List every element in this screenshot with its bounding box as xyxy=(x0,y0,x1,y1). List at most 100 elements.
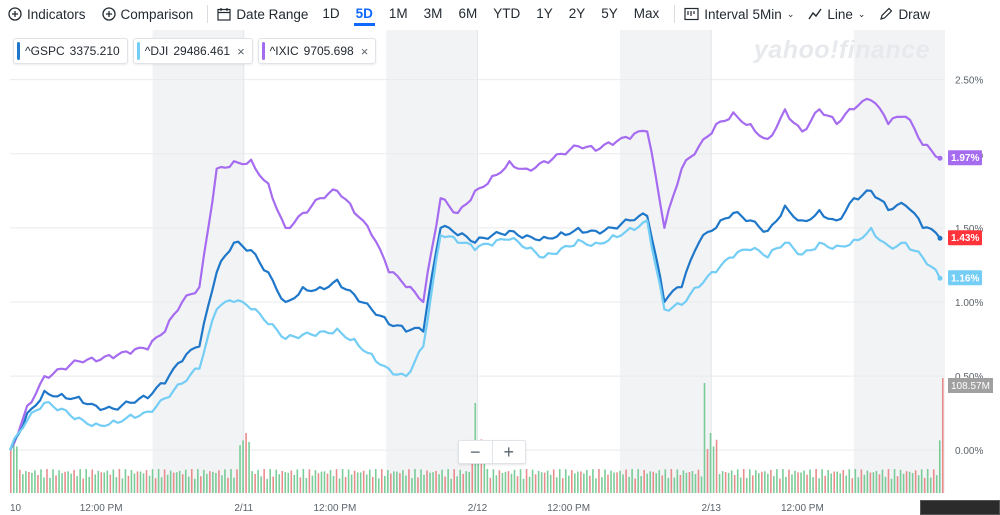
volume-bar xyxy=(863,474,866,493)
volume-bar xyxy=(16,446,18,493)
volume-bar xyxy=(667,477,670,493)
volume-bar xyxy=(513,469,516,493)
range-1y[interactable]: 1Y xyxy=(536,6,553,21)
volume-bar xyxy=(779,478,781,493)
volume-bar xyxy=(908,471,911,493)
range-1m[interactable]: 1M xyxy=(388,6,408,21)
draw-label: Draw xyxy=(898,6,930,22)
volume-bar xyxy=(314,470,317,493)
volume-bar xyxy=(751,475,754,493)
volume-bar xyxy=(365,474,368,493)
volume-bar xyxy=(91,469,94,493)
zoom-in-button[interactable]: + xyxy=(503,441,514,462)
volume-bar xyxy=(676,469,679,493)
volume-bar xyxy=(40,469,42,493)
volume-bar xyxy=(402,470,404,493)
y-tick-label: 0.00% xyxy=(955,446,983,457)
volume-bar xyxy=(610,470,612,493)
date-range-label: Date Range xyxy=(236,6,309,22)
close-icon[interactable]: × xyxy=(237,43,245,59)
volume-bar xyxy=(767,473,769,493)
after-hours-band xyxy=(386,30,478,493)
volume-bar xyxy=(82,478,84,493)
volume-bar xyxy=(625,469,627,493)
volume-bar xyxy=(338,478,341,493)
volume-bar xyxy=(203,469,205,493)
volume-bar xyxy=(332,475,335,493)
volume-bar xyxy=(353,470,356,493)
legend-chip-gspc[interactable]: ^GSPC 3375.210 xyxy=(13,38,128,64)
date-range-button[interactable]: Date Range xyxy=(217,7,308,22)
series-end-point xyxy=(937,275,943,281)
series-color-swatch xyxy=(17,42,20,60)
volume-bar xyxy=(163,469,166,493)
volume-bar xyxy=(245,433,247,493)
comparison-label: Comparison xyxy=(120,6,194,22)
zoom-out-button[interactable]: − xyxy=(469,441,481,462)
range-max[interactable]: Max xyxy=(633,6,660,21)
volume-bar xyxy=(371,476,374,493)
volume-bar xyxy=(187,476,190,493)
volume-bar xyxy=(34,470,36,493)
range-6m[interactable]: 6M xyxy=(458,6,478,21)
indicators-button[interactable]: Indicators xyxy=(8,7,86,22)
interval-button[interactable]: Interval 5Min ⌄ xyxy=(684,7,794,22)
y-tick-label: 1.00% xyxy=(955,298,983,309)
volume-bar xyxy=(549,474,552,493)
interval-label: Interval xyxy=(704,6,749,22)
volume-bar xyxy=(432,472,434,493)
stock-comparison-chart[interactable]: 2.50%2.00%1.50%1.00%0.50%0.00%1.97%1.43%… xyxy=(0,30,1000,515)
volume-bar xyxy=(284,472,287,493)
volume-bar xyxy=(212,471,214,493)
volume-bar xyxy=(257,469,259,493)
volume-bar xyxy=(598,469,600,493)
volume-bar xyxy=(438,474,440,493)
volume-bar xyxy=(37,475,39,493)
volume-bar xyxy=(390,473,392,493)
volume-bar xyxy=(22,474,24,493)
volume-bar xyxy=(613,472,615,493)
x-tick-label: 2/13 xyxy=(702,503,722,514)
close-icon[interactable]: × xyxy=(360,43,369,59)
volume-bar xyxy=(643,469,645,493)
volume-bar xyxy=(782,469,784,493)
volume-bar xyxy=(356,472,359,493)
volume-bar xyxy=(43,477,45,493)
volume-bar xyxy=(272,476,275,493)
volume-bar xyxy=(540,472,543,493)
legend-chip-dji[interactable]: ^DJI 29486.461 × xyxy=(132,38,253,64)
x-tick-label: 12:00 PM xyxy=(781,503,824,514)
range-ytd[interactable]: YTD xyxy=(493,6,521,21)
end-label-background xyxy=(948,270,982,286)
range-5y[interactable]: 5Y xyxy=(601,6,618,21)
volume-bar xyxy=(546,470,549,493)
volume-bar xyxy=(462,473,465,493)
chart-type-button[interactable]: Line ⌄ xyxy=(808,7,865,22)
legend-chip-ixic[interactable]: ^IXIC 9705.698 × xyxy=(257,38,377,64)
volume-bar xyxy=(55,475,57,493)
range-2y[interactable]: 2Y xyxy=(568,6,586,21)
x-tick-label: 12:00 PM xyxy=(314,503,357,514)
volume-bar xyxy=(715,439,718,493)
legend-symbol: ^IXIC xyxy=(269,44,299,58)
series-line-ixic[interactable] xyxy=(9,97,941,451)
series-line-gspc[interactable] xyxy=(8,189,941,451)
range-1d[interactable]: 1D xyxy=(322,6,340,21)
legend-symbol: ^DJI xyxy=(144,44,169,58)
range-3m[interactable]: 3M xyxy=(423,6,443,21)
volume-bar xyxy=(920,469,923,493)
volume-bar xyxy=(552,469,555,493)
range-5d[interactable]: 5D xyxy=(353,0,376,28)
volume-bar xyxy=(592,469,594,493)
y-tick-label: 2.50% xyxy=(955,76,983,87)
volume-bar xyxy=(100,472,103,493)
volume-bar xyxy=(519,469,522,493)
volume-bar xyxy=(824,475,826,493)
volume-bar xyxy=(151,469,154,493)
volume-bar xyxy=(721,471,724,493)
series-line-dji[interactable] xyxy=(8,219,941,451)
volume-bar xyxy=(637,469,639,493)
volume-bar xyxy=(67,471,69,493)
comparison-button[interactable]: Comparison xyxy=(101,6,194,22)
draw-button[interactable]: Draw xyxy=(879,7,930,22)
